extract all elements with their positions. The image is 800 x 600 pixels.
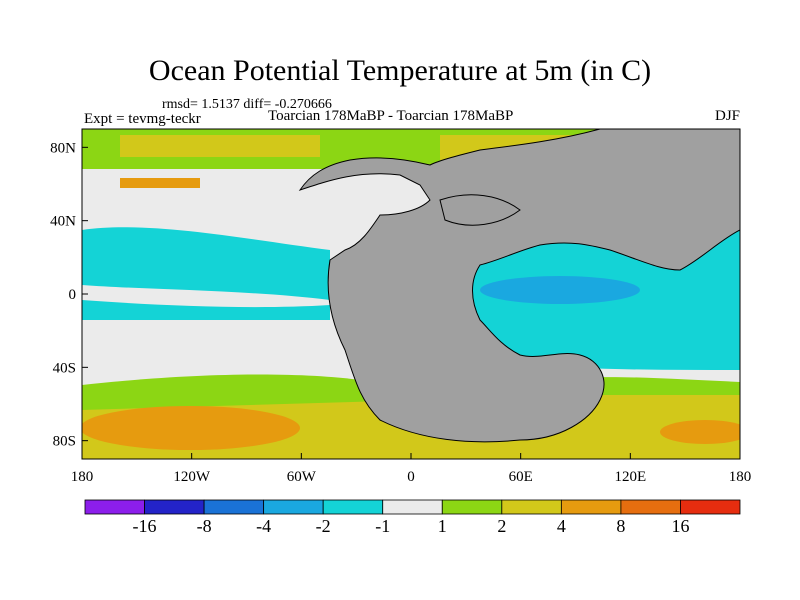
colorbar-swatch <box>560 499 622 515</box>
map-field <box>82 129 740 459</box>
colorbar-label: 8 <box>616 516 626 536</box>
y-tick-label: 80N <box>50 140 76 156</box>
colorbar-label: 1 <box>437 516 447 536</box>
warm-patch-south-pacific <box>82 406 300 450</box>
band-tropics-west <box>82 227 330 300</box>
y-tick-label: 0 <box>69 287 77 303</box>
x-tick-label: 180 <box>71 469 94 485</box>
x-tick-label: 60W <box>287 469 317 485</box>
axis-ticks: 180 120W 60W 0 60E 120E 180 80N 40N 0 40S 80S <box>50 140 751 485</box>
comparison-label: Toarcian 178MaBP - Toarcian 178MaBP <box>268 108 514 124</box>
colorbar-label: -2 <box>315 516 331 536</box>
colorbar-swatch <box>382 499 443 515</box>
stats-label: rmsd= 1.5137 diff= -0.270666 <box>162 97 332 112</box>
colorbar-swatch <box>680 499 741 515</box>
colorbar-swatch <box>203 499 265 515</box>
colorbar-swatch <box>441 499 503 515</box>
y-tick-label: 40S <box>53 360 76 376</box>
colorbar-label: -1 <box>375 516 391 536</box>
land-mass <box>298 129 740 443</box>
y-tick-label: 40N <box>50 214 76 230</box>
colorbar-swatch <box>263 499 324 515</box>
colorbar-swatch <box>620 499 681 515</box>
x-tick-label: 120E <box>614 469 646 485</box>
experiment-label: Expt = tevmg-teckr <box>84 111 201 127</box>
x-tick-label: 120W <box>173 469 211 485</box>
colorbar-label: -8 <box>196 516 212 536</box>
x-tick-label: 0 <box>407 469 415 485</box>
colorbar-swatch <box>501 499 562 515</box>
colorbar-label: -16 <box>132 516 157 536</box>
colorbar-label: 16 <box>671 516 690 536</box>
season-label: DJF <box>714 108 740 124</box>
cold-patch-equator <box>480 276 640 304</box>
colorbar <box>84 499 741 515</box>
colorbar-swatch <box>144 499 205 515</box>
colorbar-label: 2 <box>497 516 507 536</box>
y-tick-label: 80S <box>53 434 76 450</box>
x-tick-label: 60E <box>509 469 533 485</box>
x-tick-label: 180 <box>729 469 752 485</box>
chart-title: Ocean Potential Temperature at 5m (in C) <box>148 54 652 87</box>
colorbar-swatch <box>322 499 384 515</box>
colorbar-swatch <box>84 499 145 515</box>
colorbar-label: -4 <box>256 516 272 536</box>
colorbar-label: 4 <box>556 516 566 536</box>
